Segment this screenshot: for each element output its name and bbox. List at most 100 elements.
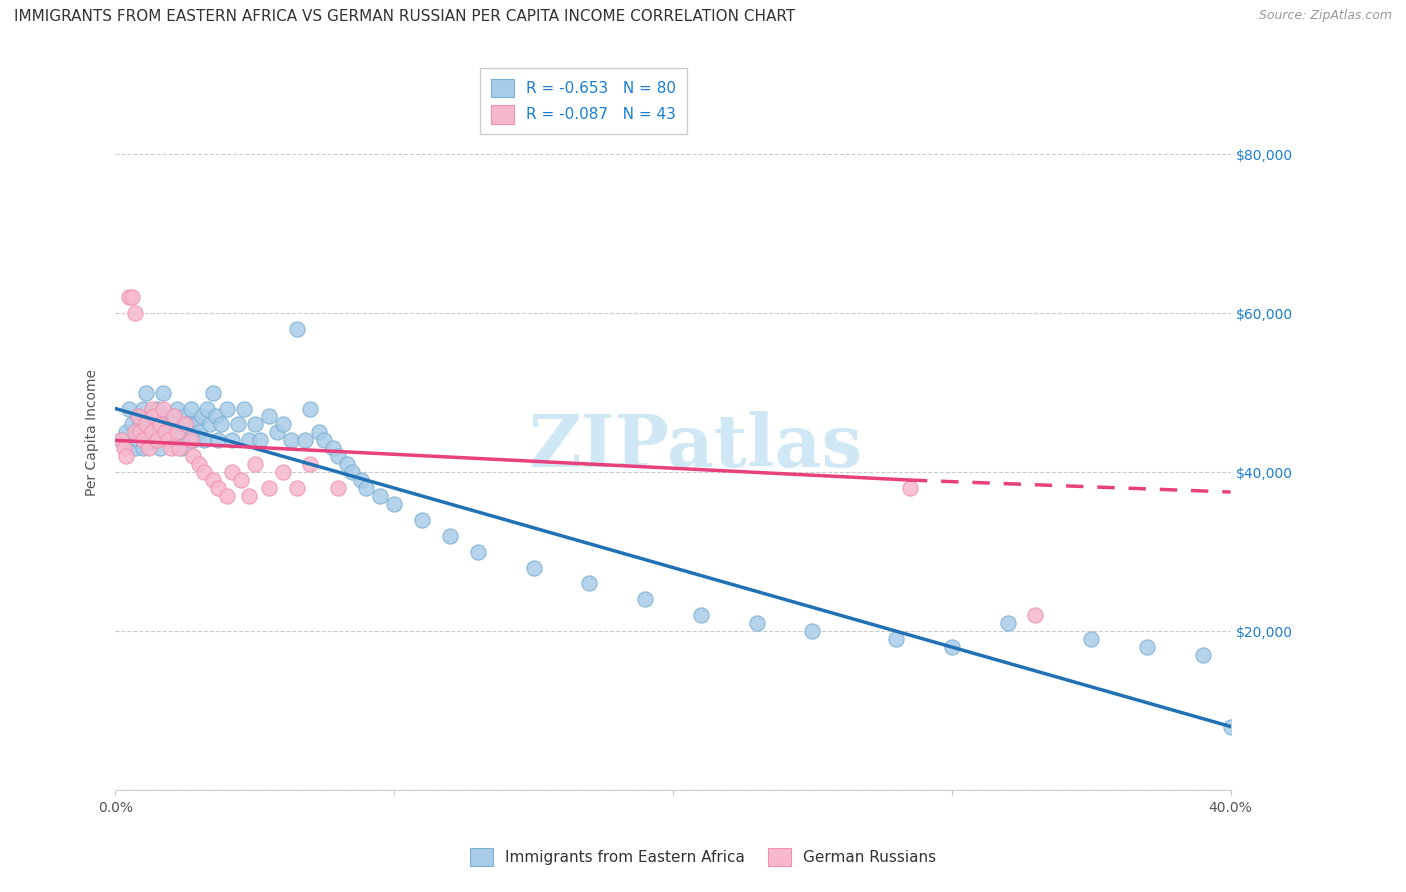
- Point: [257, 481, 280, 495]
- Point: [243, 417, 266, 432]
- Point: [115, 449, 138, 463]
- Legend: R = -0.653   N = 80, R = -0.087   N = 43: R = -0.653 N = 80, R = -0.087 N = 43: [481, 68, 688, 135]
- Point: [149, 417, 172, 432]
- Point: [152, 401, 174, 416]
- Point: [118, 290, 141, 304]
- Point: [299, 457, 322, 471]
- Point: [180, 401, 202, 416]
- Point: [141, 409, 163, 424]
- Point: [198, 417, 221, 432]
- Point: [132, 434, 155, 448]
- Point: [177, 417, 200, 432]
- Point: [689, 608, 711, 623]
- Point: [187, 457, 209, 471]
- Point: [160, 409, 183, 424]
- Point: [141, 425, 163, 440]
- Point: [138, 425, 160, 440]
- Point: [801, 624, 824, 639]
- Point: [146, 434, 169, 448]
- Point: [129, 425, 152, 440]
- Point: [180, 434, 202, 448]
- Point: [221, 465, 243, 479]
- Point: [172, 442, 194, 456]
- Point: [411, 513, 433, 527]
- Point: [229, 473, 252, 487]
- Point: [132, 401, 155, 416]
- Point: [1024, 608, 1046, 623]
- Point: [124, 425, 146, 440]
- Point: [941, 640, 963, 654]
- Point: [238, 434, 260, 448]
- Point: [209, 417, 232, 432]
- Point: [115, 425, 138, 440]
- Point: [226, 417, 249, 432]
- Legend: Immigrants from Eastern Africa, German Russians: Immigrants from Eastern Africa, German R…: [461, 838, 945, 875]
- Point: [1219, 720, 1241, 734]
- Point: [215, 489, 238, 503]
- Point: [160, 434, 183, 448]
- Point: [138, 442, 160, 456]
- Point: [169, 442, 191, 456]
- Point: [193, 465, 215, 479]
- Point: [271, 417, 294, 432]
- Point: [169, 425, 191, 440]
- Point: [308, 425, 330, 440]
- Point: [160, 442, 183, 456]
- Point: [314, 434, 336, 448]
- Point: [634, 592, 657, 607]
- Point: [146, 417, 169, 432]
- Point: [898, 481, 921, 495]
- Point: [121, 290, 143, 304]
- Point: [280, 434, 302, 448]
- Point: [368, 489, 391, 503]
- Point: [190, 409, 212, 424]
- Point: [127, 409, 149, 424]
- Point: [132, 442, 155, 456]
- Point: [143, 434, 166, 448]
- Point: [135, 385, 157, 400]
- Point: [1191, 648, 1213, 662]
- Point: [184, 417, 207, 432]
- Point: [183, 449, 205, 463]
- Y-axis label: Per Capita Income: Per Capita Income: [86, 369, 100, 496]
- Point: [221, 434, 243, 448]
- Point: [163, 409, 186, 424]
- Point: [884, 632, 907, 646]
- Point: [152, 385, 174, 400]
- Point: [285, 322, 308, 336]
- Point: [166, 401, 188, 416]
- Point: [155, 409, 177, 424]
- Point: [157, 434, 180, 448]
- Point: [141, 401, 163, 416]
- Point: [238, 489, 260, 503]
- Point: [201, 385, 224, 400]
- Point: [266, 425, 288, 440]
- Point: [745, 616, 768, 631]
- Point: [201, 473, 224, 487]
- Point: [336, 457, 359, 471]
- Point: [163, 417, 186, 432]
- Point: [207, 481, 229, 495]
- Point: [439, 529, 461, 543]
- Point: [166, 425, 188, 440]
- Point: [322, 442, 344, 456]
- Point: [232, 401, 254, 416]
- Point: [187, 425, 209, 440]
- Point: [207, 434, 229, 448]
- Point: [155, 425, 177, 440]
- Point: [257, 409, 280, 424]
- Point: [997, 616, 1019, 631]
- Point: [110, 434, 132, 448]
- Point: [193, 434, 215, 448]
- Point: [135, 417, 157, 432]
- Point: [249, 434, 271, 448]
- Point: [215, 401, 238, 416]
- Point: [157, 425, 180, 440]
- Point: [243, 457, 266, 471]
- Point: [112, 442, 135, 456]
- Point: [121, 417, 143, 432]
- Text: ZIPatlas: ZIPatlas: [529, 411, 862, 483]
- Point: [127, 434, 149, 448]
- Point: [195, 401, 218, 416]
- Point: [174, 409, 197, 424]
